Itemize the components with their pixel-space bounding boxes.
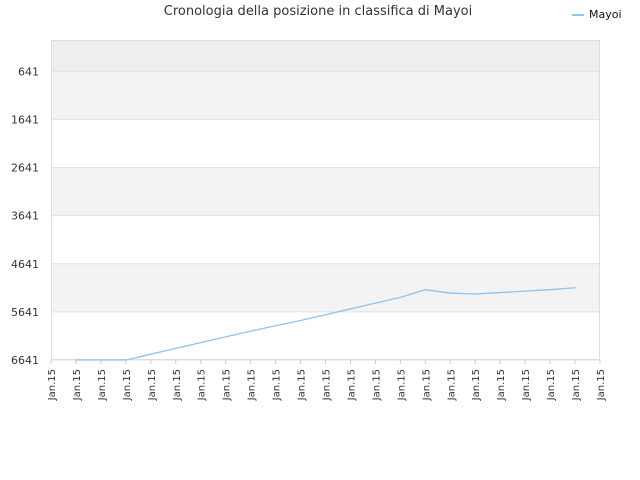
legend[interactable]: Mayoi <box>572 8 622 21</box>
x-tick-label: Jan.15 <box>72 369 83 401</box>
legend-swatch <box>572 13 584 16</box>
series-line <box>75 287 576 361</box>
x-tick-label: Jan.15 <box>47 369 58 401</box>
x-tick-label: Jan.15 <box>571 369 582 401</box>
plot-band <box>51 311 600 360</box>
y-tick-label: 641 <box>18 65 39 78</box>
x-tick-label: Jan.15 <box>471 369 482 401</box>
y-tick-label: 3641 <box>11 210 39 223</box>
x-tick-label: Jan.15 <box>197 369 208 401</box>
x-tick-label: Jan.15 <box>496 369 507 401</box>
y-tick-label: 5641 <box>11 306 39 319</box>
x-tick-label: Jan.15 <box>247 369 258 401</box>
plot-band <box>51 263 600 312</box>
plot-band <box>51 40 600 72</box>
x-tick-label: Jan.15 <box>596 369 607 401</box>
x-tick-label: Jan.15 <box>272 369 283 401</box>
x-tick-label: Jan.15 <box>396 369 407 401</box>
x-tick-label: Jan.15 <box>546 369 557 401</box>
x-tick-label: Jan.15 <box>297 369 308 401</box>
plot-band <box>51 119 600 168</box>
x-tick-label: Jan.15 <box>371 369 382 401</box>
y-tick-label: 2641 <box>11 162 39 175</box>
x-tick-label: Jan.15 <box>521 369 532 401</box>
y-tick-label: 4641 <box>11 258 39 271</box>
plot-band <box>51 215 600 264</box>
x-tick-label: Jan.15 <box>446 369 457 401</box>
x-tick-label: Jan.15 <box>172 369 183 401</box>
x-tick-label: Jan.15 <box>97 369 108 401</box>
legend-label: Mayoi <box>589 8 622 21</box>
y-tick-label: 1641 <box>11 113 39 126</box>
x-tick-label: Jan.15 <box>222 369 233 401</box>
plot-band <box>51 71 600 120</box>
chart-title: Cronologia della posizione in classifica… <box>163 4 473 19</box>
x-tick-label: Jan.15 <box>122 369 133 401</box>
x-tick-label: Jan.15 <box>346 369 357 401</box>
y-tick-label: 6641 <box>11 354 39 367</box>
x-tick-label: Jan.15 <box>147 369 158 401</box>
x-tick-label: Jan.15 <box>421 369 432 401</box>
plot-band <box>51 167 600 216</box>
x-tick-label: Jan.15 <box>322 369 333 401</box>
plot-frame <box>51 40 600 360</box>
